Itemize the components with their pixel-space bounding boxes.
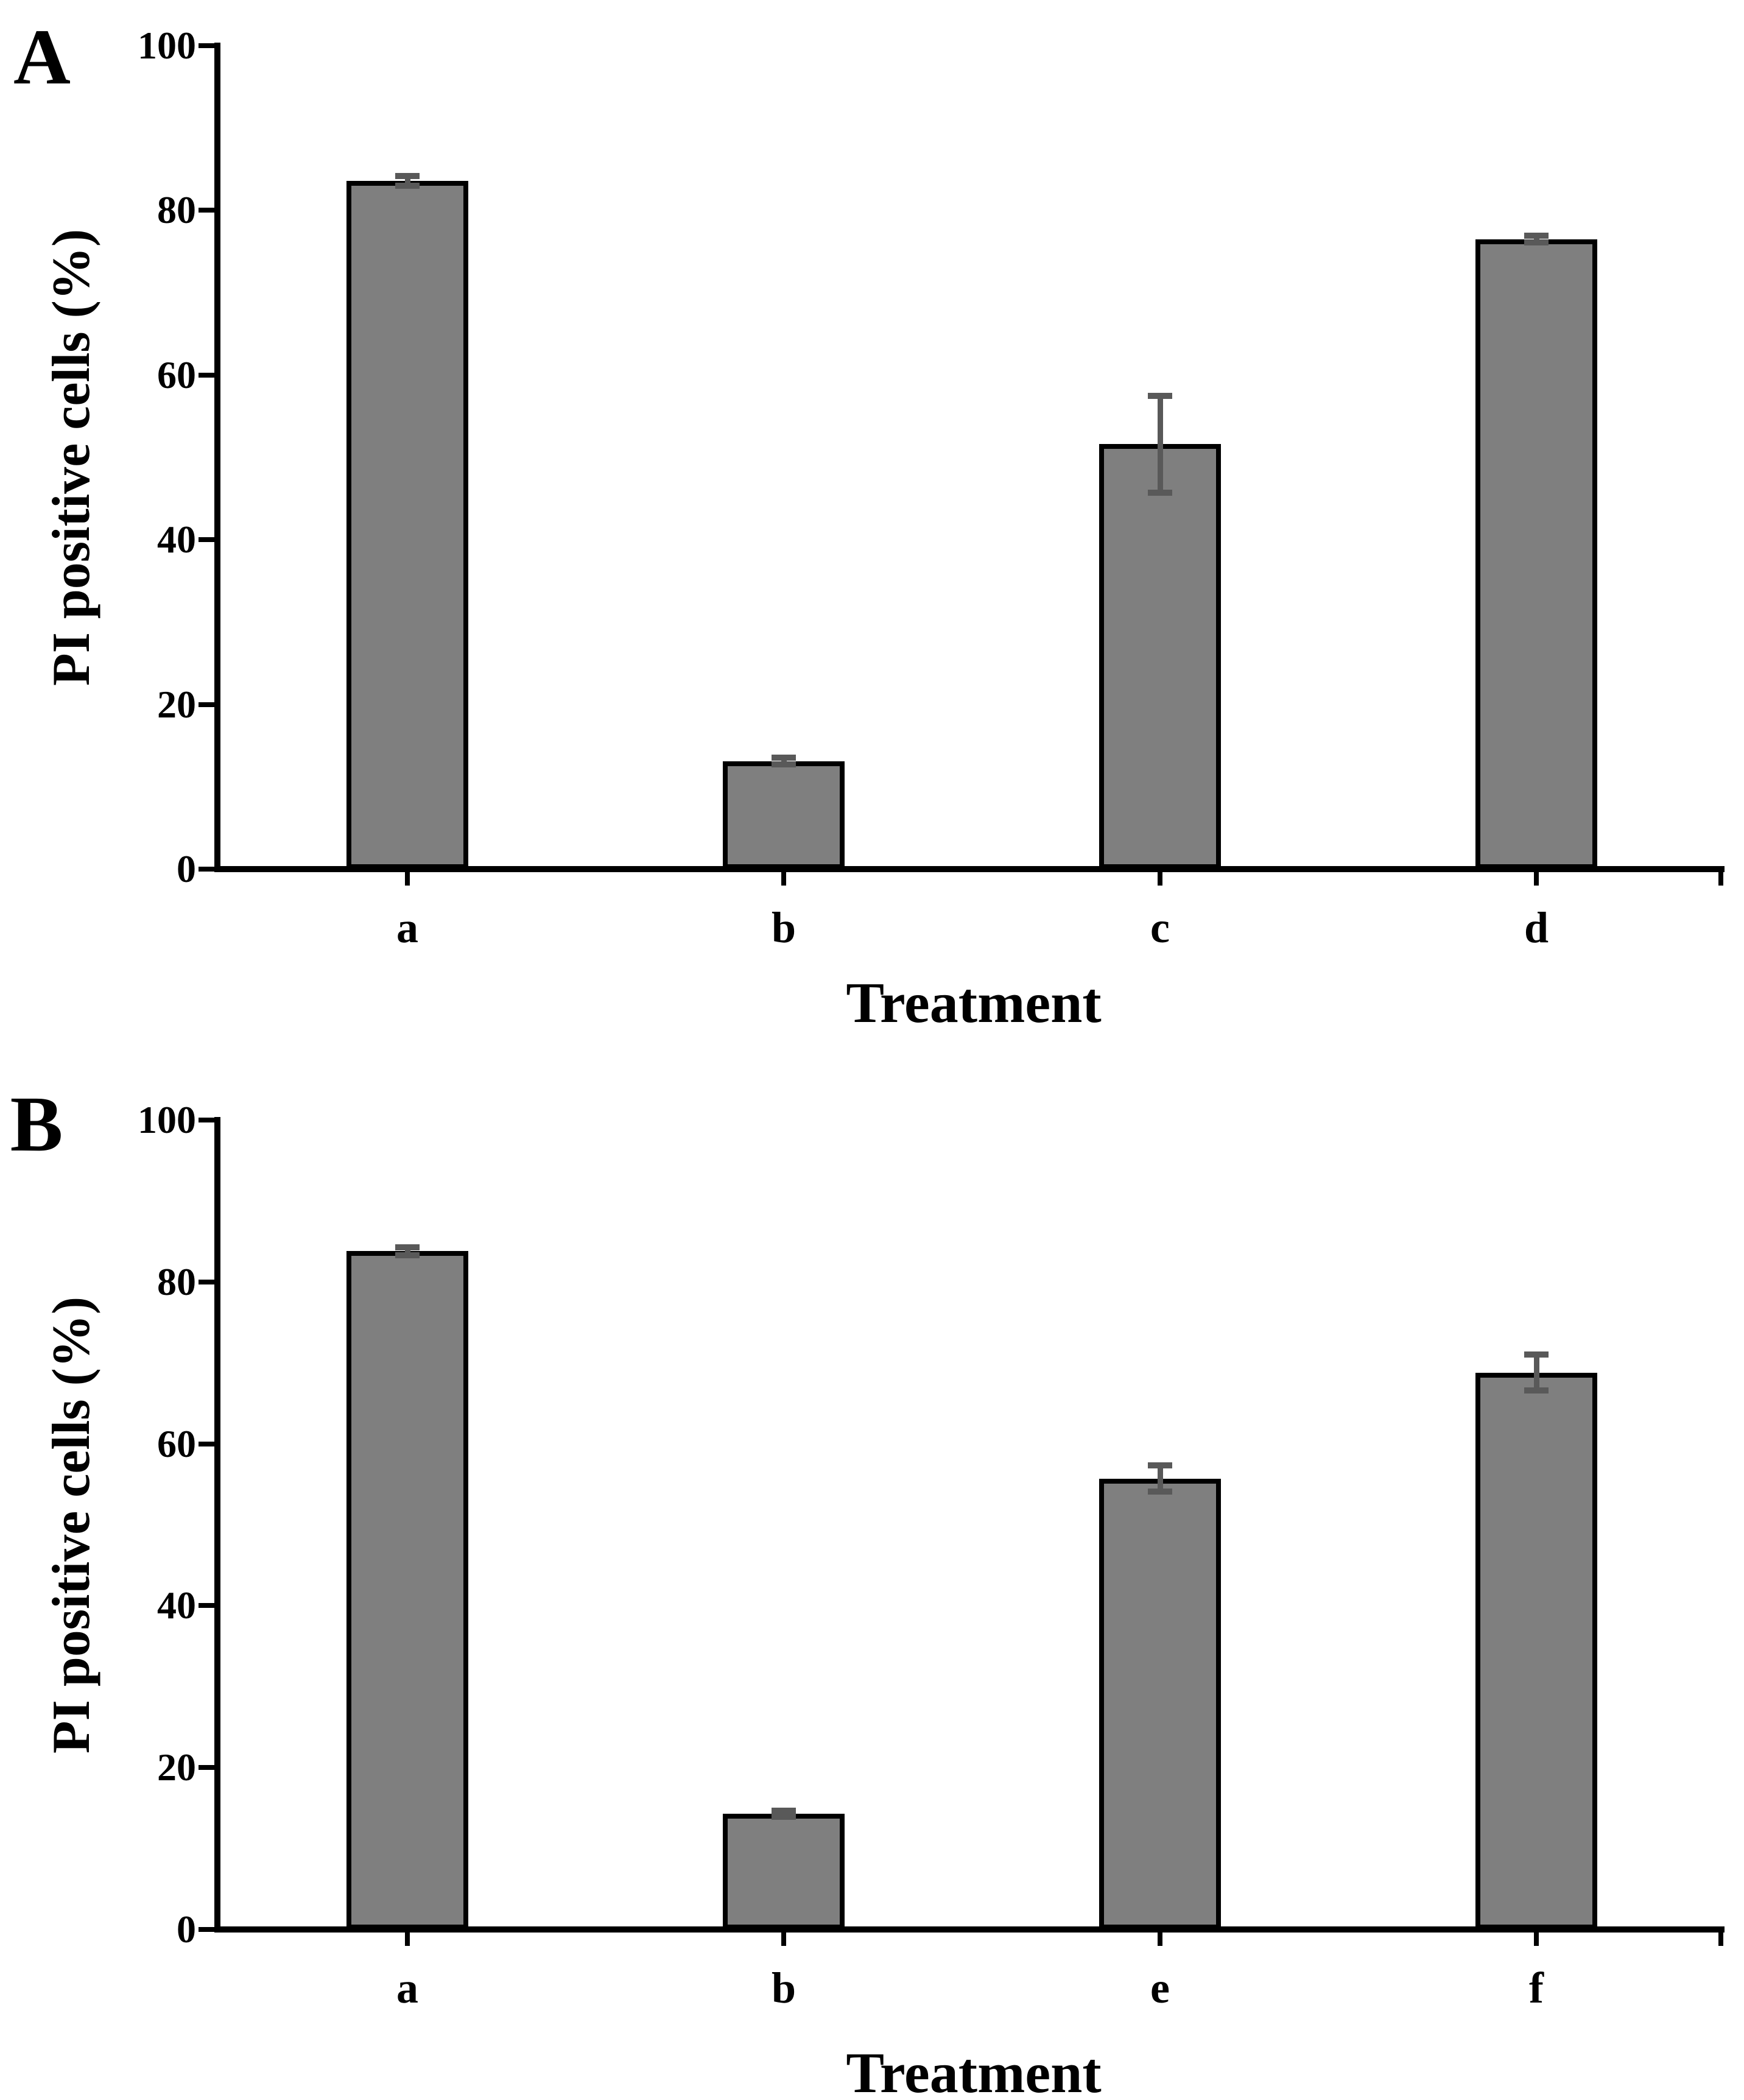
category-label-f: f — [1529, 1964, 1544, 2012]
y-tick-60 — [199, 372, 214, 378]
y-axis-title: PI positive cells (%) — [42, 228, 101, 686]
y-tick-label-80: 80 — [157, 1260, 196, 1303]
bar-c — [1099, 444, 1221, 869]
y-tick-100 — [199, 43, 214, 48]
x-tick-b — [781, 872, 786, 886]
bar-b — [723, 1813, 845, 1929]
y-tick-60 — [199, 1441, 214, 1446]
y-tick-label-60: 60 — [157, 353, 196, 396]
error-cap-bottom-a — [395, 182, 420, 189]
error-cap-top-d — [1524, 233, 1549, 239]
error-cap-top-c — [1148, 392, 1172, 399]
error-cap-bottom-e — [1148, 1489, 1172, 1495]
panel-letter-B: B — [10, 1080, 63, 1168]
category-label-b: b — [771, 1964, 796, 2012]
y-tick-20 — [199, 1765, 214, 1771]
y-axis-line — [214, 1117, 220, 1933]
y-tick-label-40: 40 — [157, 518, 196, 562]
x-axis-title: Treatment — [846, 2042, 1102, 2100]
y-tick-40 — [199, 1603, 214, 1608]
category-label-a: a — [396, 1964, 418, 2012]
y-tick-80 — [199, 208, 214, 213]
bar-a — [346, 180, 468, 869]
x-tick-f — [1534, 1933, 1539, 1946]
y-axis-title: PI positive cells (%) — [42, 1296, 101, 1753]
y-tick-label-100: 100 — [138, 24, 196, 67]
y-tick-label-20: 20 — [157, 682, 196, 726]
error-cap-bottom-b — [772, 761, 796, 768]
y-tick-0 — [199, 867, 214, 872]
x-tick-e — [1158, 1933, 1162, 1946]
error-cap-top-a — [395, 172, 420, 179]
x-tick-d — [1534, 872, 1539, 886]
x-axis-end-tick — [1718, 1933, 1723, 1946]
error-bar-a — [405, 1247, 410, 1255]
y-tick-80 — [199, 1279, 214, 1284]
y-tick-label-20: 20 — [157, 1746, 196, 1789]
category-label-a: a — [396, 903, 418, 952]
y-tick-label-40: 40 — [157, 1584, 196, 1627]
x-axis-title: Treatment — [846, 971, 1102, 1035]
y-tick-40 — [199, 537, 214, 543]
x-tick-a — [405, 1933, 410, 1946]
error-bar-a — [405, 175, 410, 186]
category-label-e: e — [1150, 1964, 1170, 2012]
category-label-b: b — [771, 903, 796, 952]
error-bar-f — [1534, 1355, 1539, 1390]
error-cap-top-f — [1524, 1351, 1549, 1358]
error-cap-bottom-b — [772, 1814, 796, 1820]
error-cap-top-a — [395, 1244, 420, 1250]
y-tick-label-60: 60 — [157, 1422, 196, 1465]
bar-d — [1475, 239, 1597, 869]
y-tick-0 — [199, 1927, 214, 1932]
x-tick-b — [781, 1933, 786, 1946]
category-label-c: c — [1150, 903, 1170, 952]
y-axis-line — [214, 43, 220, 872]
error-bar-c — [1158, 395, 1163, 493]
y-tick-label-0: 0 — [177, 847, 196, 890]
bar-f — [1475, 1372, 1597, 1929]
error-bar-b — [781, 758, 787, 765]
y-tick-100 — [199, 1118, 214, 1122]
error-cap-top-b — [772, 1807, 796, 1814]
error-cap-top-e — [1148, 1462, 1172, 1469]
y-tick-20 — [199, 702, 214, 707]
error-cap-bottom-d — [1524, 239, 1549, 246]
x-axis-line — [214, 866, 1725, 872]
error-bar-b — [781, 1810, 787, 1817]
category-label-d: d — [1524, 903, 1549, 952]
y-tick-label-0: 0 — [177, 1908, 196, 1951]
bar-a — [346, 1251, 468, 1929]
error-bar-e — [1158, 1465, 1163, 1492]
error-cap-top-b — [772, 755, 796, 761]
error-bar-d — [1534, 236, 1539, 243]
x-axis-end-tick — [1718, 872, 1723, 886]
x-tick-c — [1158, 872, 1162, 886]
y-tick-label-100: 100 — [138, 1098, 196, 1141]
error-cap-bottom-f — [1524, 1387, 1549, 1394]
x-axis-line — [214, 1926, 1725, 1933]
error-cap-bottom-c — [1148, 490, 1172, 496]
bar-b — [723, 761, 845, 869]
y-tick-label-80: 80 — [157, 188, 196, 232]
error-cap-bottom-a — [395, 1252, 420, 1258]
panel-letter-A: A — [13, 13, 71, 101]
x-tick-a — [405, 872, 410, 886]
bar-e — [1099, 1478, 1221, 1929]
